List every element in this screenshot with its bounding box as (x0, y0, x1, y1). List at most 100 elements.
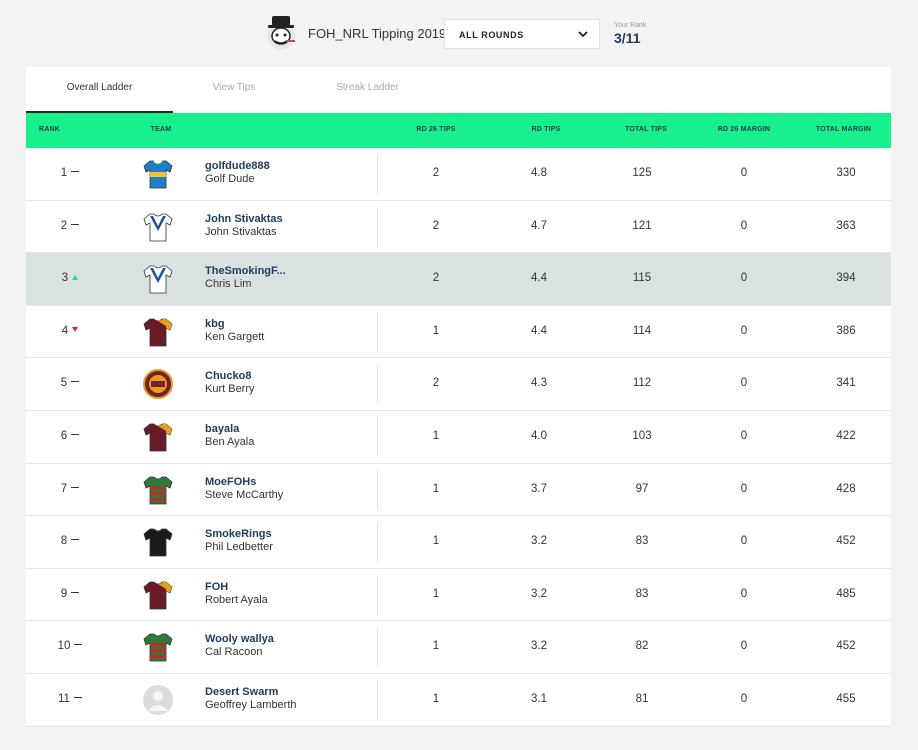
tab-streak-ladder[interactable]: Streak Ladder (336, 82, 399, 93)
table-header: RANK TEAM RD 26 TIPS RD TIPS TOTAL TIPS … (26, 113, 891, 148)
tipster-username[interactable]: John Stivaktas (205, 212, 283, 225)
rank-cell: 11 (26, 693, 114, 705)
rd26-margin-cell: 0 (740, 167, 748, 179)
rank-unchanged-icon (71, 591, 80, 593)
total-tips-cell: 121 (632, 219, 652, 232)
jersey-green-red-icon (141, 474, 175, 506)
tipster-names[interactable]: golfdude888 Golf Dude (205, 160, 270, 186)
rd-tips-cell: 3.7 (531, 482, 547, 495)
column-header-team[interactable]: TEAM (150, 126, 172, 133)
total-tips-cell: 83 (635, 535, 649, 548)
column-header-rd26-tips[interactable]: RD 26 TIPS (416, 126, 456, 133)
column-divider (377, 154, 378, 194)
table-row[interactable]: 5 Chucko8 Kurt Berry 2 4.3 112 0 341 (26, 358, 891, 411)
total-tips-cell: 112 (632, 377, 652, 390)
rd-tips-cell: 3.2 (531, 587, 547, 600)
rank-number: 11 (58, 693, 70, 705)
rd26-tips-cell: 1 (432, 482, 440, 495)
tipster-username[interactable]: kbg (205, 317, 225, 330)
tipster-names[interactable]: John Stivaktas John Stivaktas (205, 213, 283, 239)
table-row[interactable]: 3 TheSmokingF... Chris Lim 2 4.4 115 0 3… (26, 253, 891, 306)
jersey-white-blue-v-icon (141, 211, 175, 243)
tipster-username[interactable]: FOH (205, 580, 229, 593)
tipster-full-name: John Stivaktas (205, 225, 277, 238)
rank-unchanged-icon (74, 644, 83, 646)
table-row[interactable]: 8 SmokeRings Phil Ledbetter 1 3.2 83 0 4… (26, 516, 891, 569)
tipster-username[interactable]: SmokeRings (205, 528, 272, 541)
table-row[interactable]: 4 kbg Ken Gargett 1 4.4 114 0 386 (26, 306, 891, 359)
rank-unchanged-icon (71, 170, 80, 172)
rank-number: 9 (60, 587, 68, 600)
rd26-margin-cell: 0 (740, 535, 748, 548)
rank-unchanged-icon (71, 433, 80, 435)
tipster-username[interactable]: Wooly wallya (205, 633, 274, 646)
rd26-margin-cell: 0 (740, 482, 748, 495)
total-margin-cell: 422 (836, 430, 856, 442)
jersey-maroon-gold-icon (141, 421, 175, 453)
tipster-username[interactable]: Chucko8 (205, 370, 252, 383)
jersey-black-icon (141, 526, 175, 558)
rd-tips-cell: 3.2 (531, 640, 547, 653)
rd26-tips-cell: 2 (432, 272, 440, 285)
rd26-tips-cell: 2 (432, 377, 440, 390)
tipster-username[interactable]: Desert Swarm (205, 686, 279, 698)
tipster-username[interactable]: MoeFOHs (205, 475, 257, 488)
tipster-names[interactable]: SmokeRings Phil Ledbetter (205, 528, 273, 554)
total-margin-cell: 428 (836, 482, 856, 495)
table-row[interactable]: 10 Wooly wallya Cal Racoon 1 3.2 82 0 45… (26, 621, 891, 674)
column-header-total-tips[interactable]: TOTAL TIPS (624, 126, 668, 133)
column-header-total-margin[interactable]: TOTAL MARGIN (815, 126, 872, 133)
rd26-tips-cell: 1 (432, 324, 440, 337)
tipster-username[interactable]: golfdude888 (205, 160, 270, 172)
tipster-names[interactable]: TheSmokingF... Chris Lim (205, 265, 286, 291)
column-header-rank[interactable]: RANK (38, 126, 61, 133)
rank-number: 6 (60, 430, 68, 442)
column-divider (377, 574, 378, 615)
total-tips-cell: 115 (632, 272, 652, 285)
tipster-names[interactable]: Wooly wallya Cal Racoon (205, 633, 274, 659)
table-row[interactable]: 7 MoeFOHs Steve McCarthy 1 3.7 97 0 428 (26, 464, 891, 517)
rd26-tips-cell: 1 (432, 693, 440, 705)
tipster-full-name: Ken Gargett (205, 330, 265, 343)
total-tips-cell: 125 (632, 167, 652, 179)
tipster-names[interactable]: MoeFOHs Steve McCarthy (205, 476, 283, 502)
table-row[interactable]: 6 bayala Ben Ayala 1 4.0 103 0 422 (26, 411, 891, 464)
rounds-dropdown[interactable]: ALL ROUNDS (444, 19, 600, 49)
rank-cell: 10 (26, 640, 114, 652)
tab-overall-ladder[interactable]: Overall Ladder (26, 67, 173, 113)
jersey-white-blue-v-icon (141, 263, 175, 295)
tipster-names[interactable]: Desert Swarm Geoffrey Lamberth (205, 686, 297, 712)
column-header-rd26-margin[interactable]: RD 26 MARGIN (717, 126, 771, 133)
your-rank: Your Rank 3/11 (614, 22, 646, 46)
table-row[interactable]: 11 Desert Swarm Geoffrey Lamberth 1 3.1 … (26, 674, 891, 727)
jersey-maroon-gold-icon (141, 579, 175, 611)
tipster-full-name: Phil Ledbetter (205, 541, 273, 554)
rd-tips-cell: 4.3 (531, 377, 547, 390)
tipster-names[interactable]: kbg Ken Gargett (205, 318, 264, 344)
rank-number: 5 (60, 377, 68, 390)
table-row[interactable]: 9 FOH Robert Ayala 1 3.2 83 0 485 (26, 569, 891, 622)
your-rank-label: Your Rank (614, 22, 647, 29)
total-margin-cell: 330 (836, 167, 856, 179)
tipster-names[interactable]: FOH Robert Ayala (205, 581, 268, 607)
table-row[interactable]: 2 John Stivaktas John Stivaktas 2 4.7 12… (26, 201, 891, 254)
rank-cell: 6 (26, 430, 114, 442)
tipster-username[interactable]: bayala (205, 423, 240, 435)
rd26-margin-cell: 0 (740, 377, 748, 390)
tab-view-tips[interactable]: View Tips (212, 82, 256, 93)
tipster-username[interactable]: TheSmokingF... (205, 265, 286, 278)
total-margin-cell: 452 (836, 535, 856, 548)
rank-unchanged-icon (71, 539, 80, 541)
tipster-full-name: Chris Lim (205, 278, 252, 291)
column-header-rd-tips[interactable]: RD TIPS (531, 126, 561, 133)
rd-tips-cell: 4.4 (531, 272, 547, 285)
tipster-names[interactable]: Chucko8 Kurt Berry (205, 370, 255, 396)
total-tips-cell: 82 (635, 640, 649, 653)
total-margin-cell: 455 (836, 693, 856, 705)
jersey-blue-icon (141, 158, 175, 190)
rd26-margin-cell: 0 (740, 324, 748, 337)
table-row[interactable]: 1 golfdude888 Golf Dude 2 4.8 125 0 330 (26, 148, 891, 201)
tipster-names[interactable]: bayala Ben Ayala (205, 423, 254, 449)
rank-cell: 3 (26, 272, 114, 284)
total-margin-cell: 363 (836, 219, 856, 232)
